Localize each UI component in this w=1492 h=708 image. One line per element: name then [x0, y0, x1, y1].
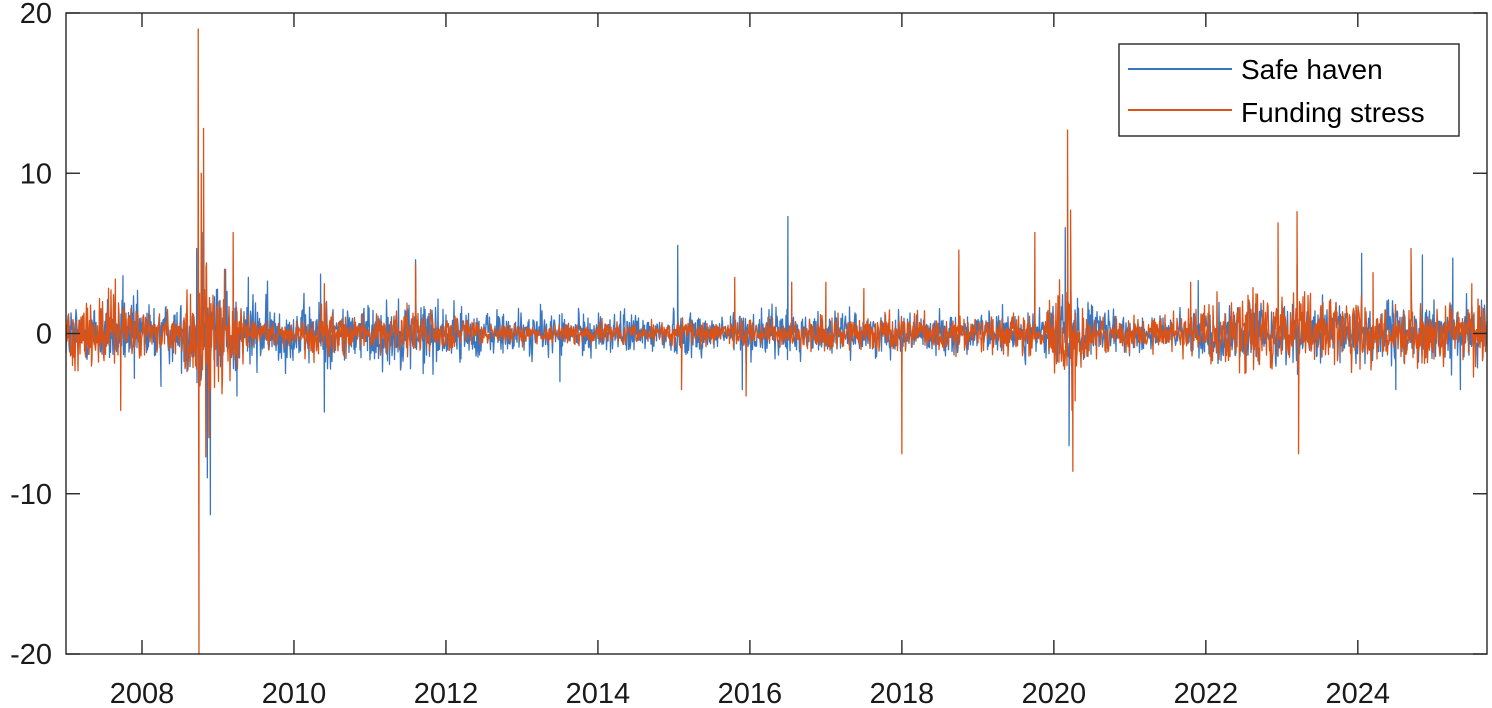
x-tick-label-2012: 2012: [414, 678, 479, 708]
x-tick-label-2010: 2010: [262, 678, 327, 708]
series-layer: [65, 28, 1488, 655]
y-tick-label--10: -10: [10, 479, 52, 511]
x-tick-label-2020: 2020: [1022, 678, 1087, 708]
y-tick-label-20: 20: [20, 0, 52, 30]
legend: Safe haven Funding stress: [1118, 43, 1460, 137]
x-tick-label-2014: 2014: [566, 678, 631, 708]
x-tick-label-2022: 2022: [1174, 678, 1239, 708]
y-tick-label-0: 0: [36, 319, 52, 351]
legend-label-safe-haven: Safe haven: [1241, 54, 1383, 85]
series-line-funding-stress: [65, 28, 1488, 655]
legend-label-funding-stress: Funding stress: [1241, 97, 1425, 128]
plot-frame: [65, 12, 1488, 655]
x-tick-label-2016: 2016: [718, 678, 783, 708]
tick-layer: 2008 2010 2012 2014 2016 2018 2020 2022 2024-20-…: [10, 0, 1487, 708]
y-tick-label-10: 10: [20, 158, 52, 190]
x-tick-label-2024: 2024: [1326, 678, 1391, 708]
x-tick-label-2018: 2018: [870, 678, 935, 708]
x-tick-label-2008: 2008: [110, 678, 175, 708]
y-tick-label--20: -20: [10, 639, 52, 671]
legend-box: [1118, 43, 1460, 137]
